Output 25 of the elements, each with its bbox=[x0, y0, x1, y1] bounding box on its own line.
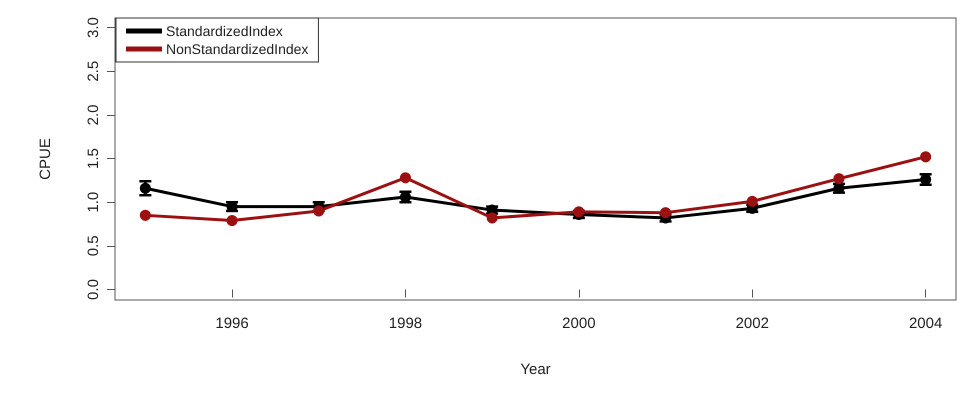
y-tick-label: 1.0 bbox=[85, 192, 102, 213]
y-tick-label: 0.5 bbox=[85, 235, 102, 256]
point bbox=[920, 151, 932, 162]
x-tick-label: 1996 bbox=[215, 315, 249, 332]
y-tick-label: 3.0 bbox=[85, 17, 102, 38]
y-tick-label: 2.0 bbox=[85, 104, 102, 126]
y-tick-label: 1.5 bbox=[85, 148, 102, 169]
x-tick-label: 2002 bbox=[736, 315, 769, 332]
x-tick-label: 1998 bbox=[388, 315, 422, 332]
point bbox=[746, 196, 758, 207]
y-axis-title: CPUE bbox=[37, 138, 54, 180]
x-tick-label: 2004 bbox=[908, 315, 942, 332]
y-tick-label: 2.5 bbox=[85, 60, 102, 82]
point bbox=[833, 173, 844, 184]
y-tick-label: 0.0 bbox=[85, 279, 102, 300]
point bbox=[313, 205, 324, 216]
x-axis-title: Year bbox=[520, 361, 551, 378]
legend-label: StandardizedIndex bbox=[166, 23, 283, 39]
point bbox=[140, 210, 151, 221]
point bbox=[226, 215, 238, 226]
point bbox=[400, 172, 411, 184]
point bbox=[660, 207, 672, 218]
x-tick-label: 2000 bbox=[562, 315, 596, 332]
point bbox=[486, 212, 498, 224]
legend-label: NonStandardizedIndex bbox=[166, 41, 308, 57]
